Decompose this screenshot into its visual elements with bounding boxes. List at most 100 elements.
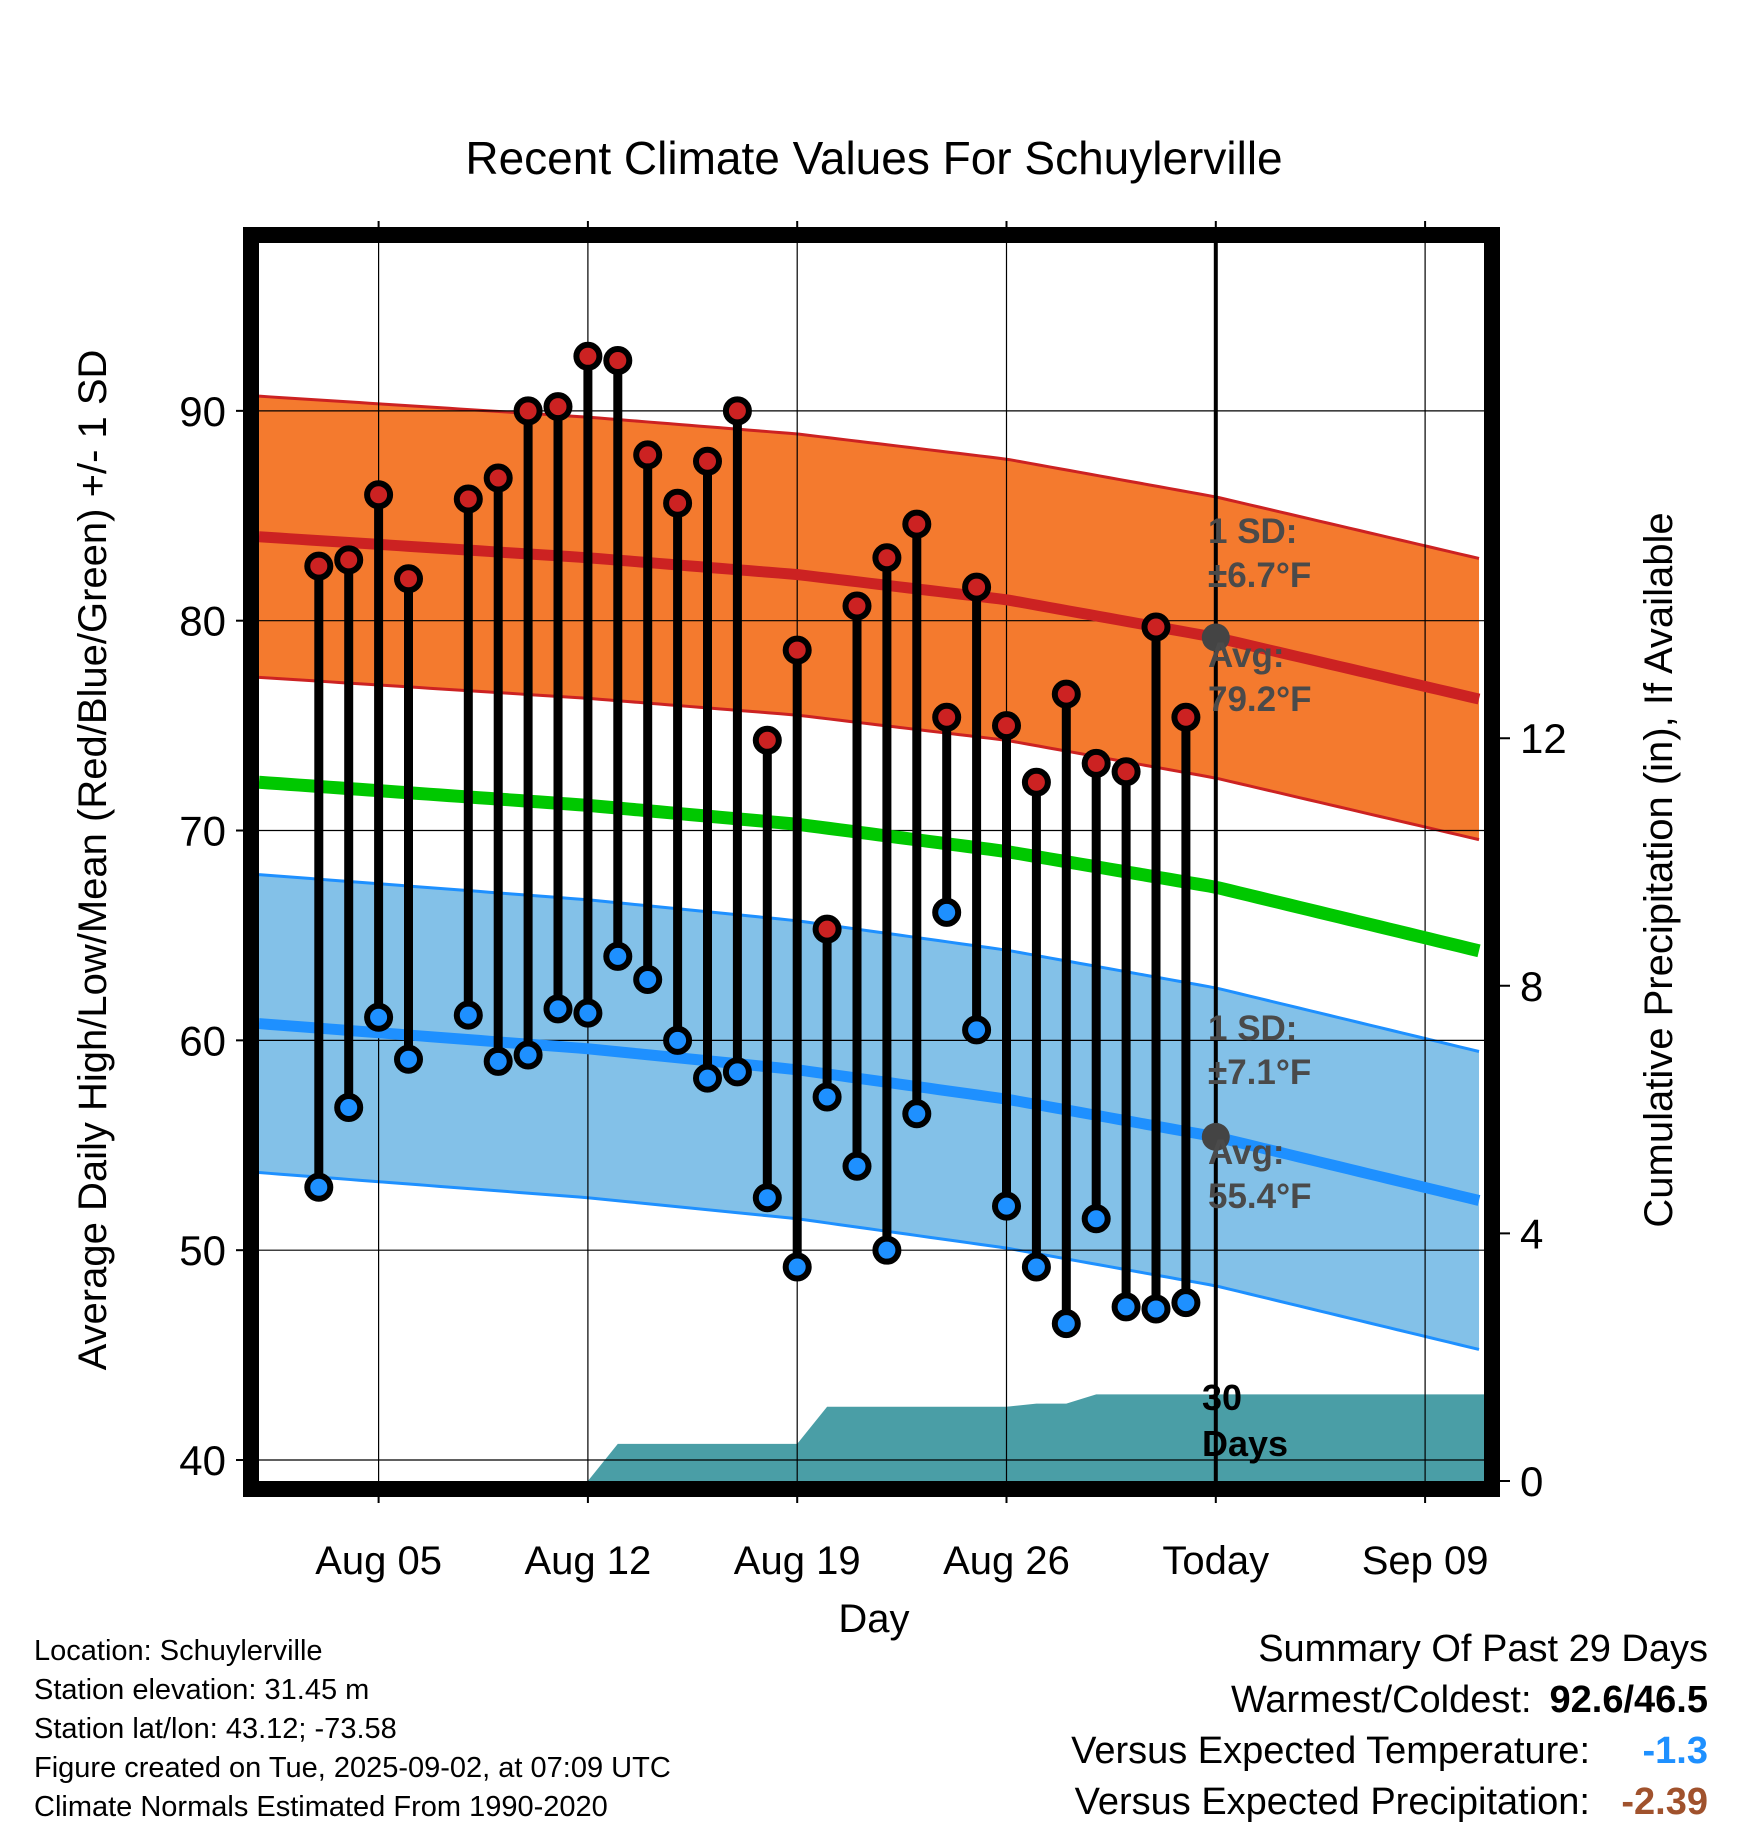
- temp-departure-label: Versus Expected Temperature:: [1071, 1730, 1590, 1772]
- low-sd-lower-edge: [258, 1171, 1480, 1351]
- daily-low-point: [453, 1000, 483, 1030]
- daily-high-point: [992, 711, 1021, 741]
- summary-panel: Summary Of Past 29 Days Warmest/Coldest:…: [1071, 1624, 1708, 1828]
- chart-title: Recent Climate Values For Schuylerville: [465, 132, 1282, 184]
- daily-high-point: [453, 484, 483, 514]
- daily-low-point: [304, 1172, 334, 1202]
- daily-low-point: [1111, 1292, 1141, 1322]
- daily-low-point: [902, 1099, 932, 1129]
- daily-high-point: [394, 564, 423, 594]
- daily-high-point: [573, 341, 603, 371]
- daily-low-point: [992, 1191, 1021, 1221]
- y2-tick-label: 4: [1520, 1210, 1543, 1257]
- daily-high-point: [483, 463, 513, 493]
- daily-high-point: [872, 543, 902, 573]
- today-avg-low-marker: [1201, 1122, 1230, 1151]
- daily-high-point: [693, 446, 722, 476]
- daily-high-point: [722, 396, 752, 426]
- daily-low-point: [394, 1044, 423, 1074]
- daily-high-point: [513, 396, 543, 426]
- y-axis-label: Average Daily High/Low/Mean (Red/Blue/Gr…: [71, 350, 115, 1371]
- y2-tick-label: 8: [1520, 963, 1543, 1010]
- avg-high-label: Avg:: [1208, 636, 1284, 675]
- precip-departure-label: Versus Expected Precipitation:: [1074, 1781, 1590, 1823]
- normal-high-line: [258, 531, 1481, 705]
- daily-low-point: [364, 1002, 394, 1032]
- normal-mean-line: [258, 775, 1481, 958]
- y-tick-label: 60: [179, 1017, 226, 1064]
- precip-departure-value: -2.39: [1621, 1781, 1708, 1823]
- summary-title: Summary Of Past 29 Days: [1258, 1628, 1708, 1670]
- normal-low-line: [258, 1018, 1481, 1206]
- daily-low-point: [693, 1063, 722, 1093]
- daily-low-point: [1051, 1309, 1081, 1339]
- daily-high-point: [962, 572, 992, 602]
- low-sd-upper-edge: [258, 873, 1480, 1053]
- x-tick-label: Today: [1162, 1539, 1269, 1583]
- high-sd-lower-edge: [258, 675, 1480, 842]
- daily-low-point: [842, 1151, 872, 1181]
- warm-cold-label: Warmest/Coldest:: [1230, 1679, 1532, 1721]
- station-info: Location: Schuylerville Station elevatio…: [34, 1632, 671, 1827]
- y2-tick-label: 12: [1520, 715, 1567, 762]
- daily-high-point: [603, 346, 633, 376]
- daily-low-point: [962, 1015, 992, 1045]
- sd-high-label: 1 SD:: [1208, 512, 1297, 551]
- daily-high-point: [812, 914, 842, 944]
- daily-high-point: [1021, 767, 1051, 797]
- daily-low-point: [603, 941, 633, 971]
- daily-high-point: [304, 551, 334, 581]
- sd-low-label: 1 SD:: [1208, 1009, 1297, 1048]
- x-tick-label: Aug 19: [734, 1539, 861, 1583]
- daily-low-point: [633, 965, 663, 995]
- y2-tick-label: 0: [1520, 1458, 1543, 1505]
- x-tick-label: Aug 12: [525, 1539, 652, 1583]
- daily-high-point: [752, 725, 782, 755]
- daily-high-point: [902, 509, 932, 539]
- daily-low-point: [1171, 1288, 1201, 1318]
- y2-axis-label: Cumulative Precipitation (in), If Availa…: [1637, 512, 1681, 1227]
- daily-low-point: [483, 1046, 513, 1076]
- avg-high-value: 79.2°F: [1208, 680, 1312, 719]
- high-sd-upper-edge: [258, 394, 1480, 560]
- precipitation-area: [587, 1394, 1484, 1481]
- y-tick-label: 70: [179, 808, 226, 855]
- daily-high-point: [1111, 757, 1141, 787]
- daily-low-point: [872, 1235, 902, 1265]
- daily-low-point: [812, 1082, 842, 1112]
- summary-temp-row: Versus Expected Temperature: -1.3: [1071, 1726, 1708, 1777]
- daily-high-point: [334, 545, 364, 575]
- daily-low-point: [513, 1040, 543, 1070]
- daily-low-point: [663, 1025, 693, 1055]
- daily-high-point: [782, 635, 812, 665]
- daily-low-point: [543, 994, 573, 1024]
- days-word: Days: [1202, 1423, 1288, 1464]
- daily-high-point: [1081, 748, 1111, 778]
- y-tick-label: 40: [179, 1437, 226, 1484]
- station-latlon: Station lat/lon: 43.12; -73.58: [34, 1713, 397, 1745]
- daily-low-point: [1081, 1204, 1111, 1234]
- warm-cold-value: 92.6/46.5: [1549, 1679, 1708, 1721]
- temp-departure-value: -1.3: [1642, 1730, 1708, 1772]
- daily-low-point: [1021, 1252, 1051, 1282]
- daily-high-point: [842, 591, 872, 621]
- daily-low-point: [334, 1093, 364, 1123]
- x-tick-label: Aug 05: [315, 1539, 442, 1583]
- daily-low-point: [573, 998, 603, 1028]
- daily-high-point: [1171, 702, 1201, 732]
- annotations: 1 SD: ±6.7°F Avg: 79.2°F 1 SD: ±7.1°F Av…: [1202, 512, 1312, 1464]
- y-tick-label: 90: [179, 388, 226, 435]
- daily-low-point: [932, 897, 962, 927]
- high-sd-band: [259, 396, 1479, 840]
- x-tick-label: Aug 26: [943, 1539, 1070, 1583]
- station-elevation: Station elevation: 31.45 m: [34, 1674, 370, 1706]
- daily-low-point: [722, 1057, 752, 1087]
- days-count: 30: [1202, 1377, 1242, 1418]
- daily-low-point: [1141, 1294, 1171, 1324]
- daily-high-point: [543, 392, 573, 422]
- daily-high-point: [1141, 612, 1171, 642]
- avg-low-value: 55.4°F: [1208, 1177, 1312, 1216]
- x-tick-label: Sep 09: [1362, 1539, 1489, 1583]
- today-avg-high-marker: [1201, 623, 1230, 652]
